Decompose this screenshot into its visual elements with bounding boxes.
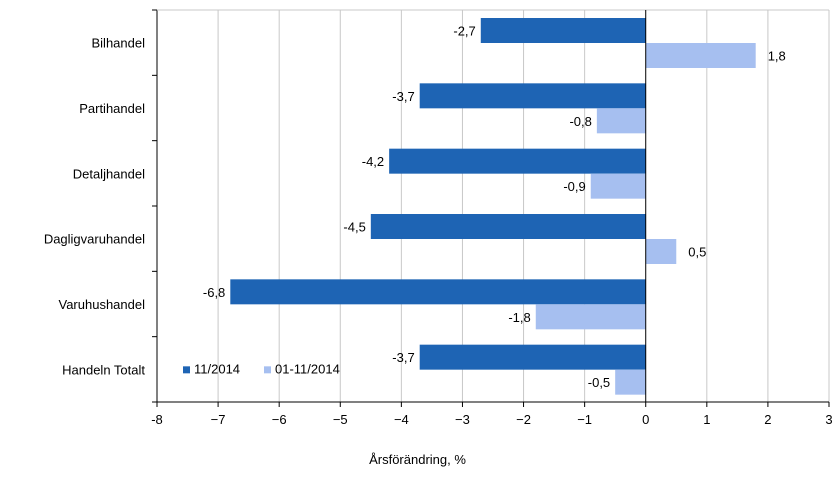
data-label: 0,5	[688, 245, 706, 260]
category-label: Bilhandel	[92, 36, 146, 51]
data-label: 1,8	[768, 49, 786, 64]
bar	[480, 18, 646, 43]
bar	[419, 344, 646, 370]
x-tick-label: 1	[703, 412, 710, 427]
data-label: -6,8	[203, 285, 225, 300]
data-label: -4,2	[362, 154, 384, 169]
legend-swatch	[264, 366, 271, 374]
bar	[389, 148, 646, 174]
category-label: Dagligvaruhandel	[44, 232, 145, 247]
category-label: Handeln Totalt	[62, 362, 145, 377]
x-tick-label: −7	[211, 412, 226, 427]
category-label: Detaljhandel	[73, 166, 145, 181]
category-label: Partihandel	[79, 101, 145, 116]
x-tick-label: −6	[272, 412, 287, 427]
x-tick-label: 0	[642, 412, 649, 427]
bar	[615, 369, 646, 395]
bar	[419, 83, 646, 109]
x-tick-label: −1	[577, 412, 592, 427]
data-label: -2,7	[453, 24, 475, 39]
legend-swatch	[183, 366, 190, 374]
x-tick-label: −3	[455, 412, 470, 427]
x-axis-title: Årsförändring, %	[369, 452, 466, 467]
x-tick-label: 2	[764, 412, 771, 427]
data-label: -4,5	[343, 220, 365, 235]
bar	[596, 108, 646, 134]
x-tick-label: -8	[151, 412, 163, 427]
bar	[230, 279, 646, 305]
x-tick-label: −2	[516, 412, 531, 427]
bar	[370, 214, 646, 239]
bar	[535, 304, 646, 330]
x-tick-label: −5	[333, 412, 348, 427]
data-label: -0,8	[569, 114, 591, 129]
bar	[645, 43, 756, 68]
data-label: -1,8	[508, 310, 530, 325]
x-tick-label: 3	[825, 412, 832, 427]
legend-label: 01-11/2014	[275, 361, 340, 376]
legend-label: 11/2014	[194, 361, 240, 376]
data-label: -0,9	[563, 179, 585, 194]
data-label: -3,7	[392, 89, 414, 104]
bar	[645, 239, 677, 264]
bar	[590, 173, 646, 199]
data-label: -3,7	[392, 350, 414, 365]
category-label: Varuhushandel	[59, 297, 146, 312]
data-label: -0,5	[588, 375, 610, 390]
x-tick-label: −4	[394, 412, 409, 427]
